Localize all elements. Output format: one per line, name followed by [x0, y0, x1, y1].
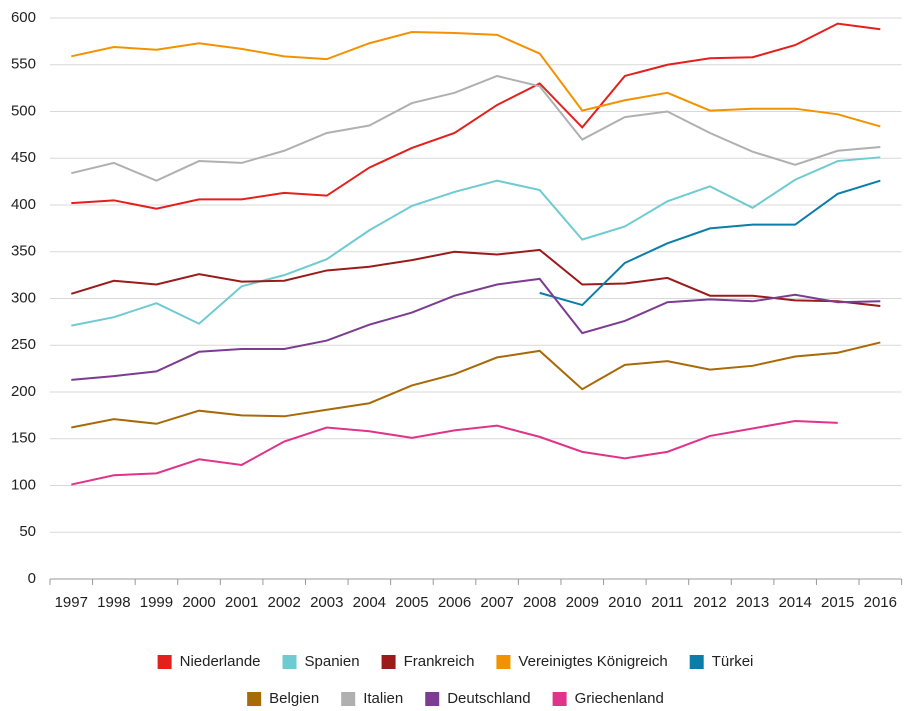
- y-tick-label: 300: [11, 289, 36, 306]
- y-tick-label: 0: [28, 570, 36, 587]
- legend-swatch: [341, 692, 356, 706]
- y-tick-label: 250: [11, 336, 36, 353]
- y-tick-label: 550: [11, 56, 36, 73]
- y-tick-label: 400: [11, 196, 36, 213]
- legend-label: Vereinigtes Königreich: [518, 653, 667, 670]
- legend-label: Belgien: [269, 690, 319, 707]
- y-tick-label: 200: [11, 383, 36, 400]
- x-tick-label: 2014: [778, 594, 811, 611]
- x-tick-label: 2011: [651, 594, 683, 611]
- legend-swatch: [247, 692, 262, 706]
- legend-label: Spanien: [305, 653, 360, 670]
- legend-swatch: [425, 692, 440, 706]
- series-line: [71, 341, 881, 429]
- x-tick-label: 2016: [864, 594, 897, 611]
- y-tick-label: 450: [11, 149, 36, 166]
- legend-swatch: [282, 655, 297, 669]
- y-tick-label: 50: [19, 523, 36, 540]
- series-line: [70, 248, 881, 307]
- legend-label: Niederlande: [180, 653, 261, 670]
- x-tick-label: 2001: [225, 594, 258, 611]
- series-line: [71, 419, 838, 486]
- x-tick-label: 2009: [566, 594, 599, 611]
- x-tick-label: 2008: [523, 594, 556, 611]
- x-tick-label: 2002: [268, 594, 301, 611]
- x-tick-label: 2012: [693, 594, 726, 611]
- legend-swatch: [689, 655, 704, 669]
- x-tick-label: 1997: [55, 594, 88, 611]
- legend-label: Türkei: [712, 653, 754, 670]
- x-tick-label: 2010: [608, 594, 641, 611]
- x-tick-label: 2004: [353, 594, 386, 611]
- y-tick-label: 350: [11, 243, 36, 260]
- x-tick-label: 2003: [310, 594, 343, 611]
- legend-label: Griechenland: [575, 690, 664, 707]
- legend-swatch: [496, 655, 511, 669]
- legend-label: Deutschland: [447, 690, 530, 707]
- legend-swatch: [381, 655, 396, 669]
- y-tick-label: 100: [11, 476, 36, 493]
- y-tick-label: 150: [11, 430, 36, 447]
- legend-label: Frankreich: [404, 653, 475, 670]
- series-line: [71, 22, 881, 210]
- x-tick-label: 2000: [182, 594, 215, 611]
- series-line: [539, 179, 881, 307]
- y-tick-label: 600: [11, 9, 36, 26]
- x-tick-label: 2005: [395, 594, 428, 611]
- x-tick-label: 2006: [438, 594, 471, 611]
- x-tick-label: 2015: [821, 594, 854, 611]
- x-tick-label: 1999: [140, 594, 173, 611]
- series-line: [71, 74, 881, 182]
- series-line: [71, 277, 881, 381]
- y-tick-label: 500: [11, 102, 36, 119]
- legend-swatch: [552, 692, 567, 706]
- series-line: [71, 31, 881, 128]
- legend-swatch: [157, 655, 172, 669]
- x-tick-label: 1998: [97, 594, 130, 611]
- x-tick-label: 2013: [736, 594, 769, 611]
- legend-label: Italien: [363, 690, 403, 707]
- x-tick-label: 2007: [480, 594, 513, 611]
- series-line: [71, 156, 881, 327]
